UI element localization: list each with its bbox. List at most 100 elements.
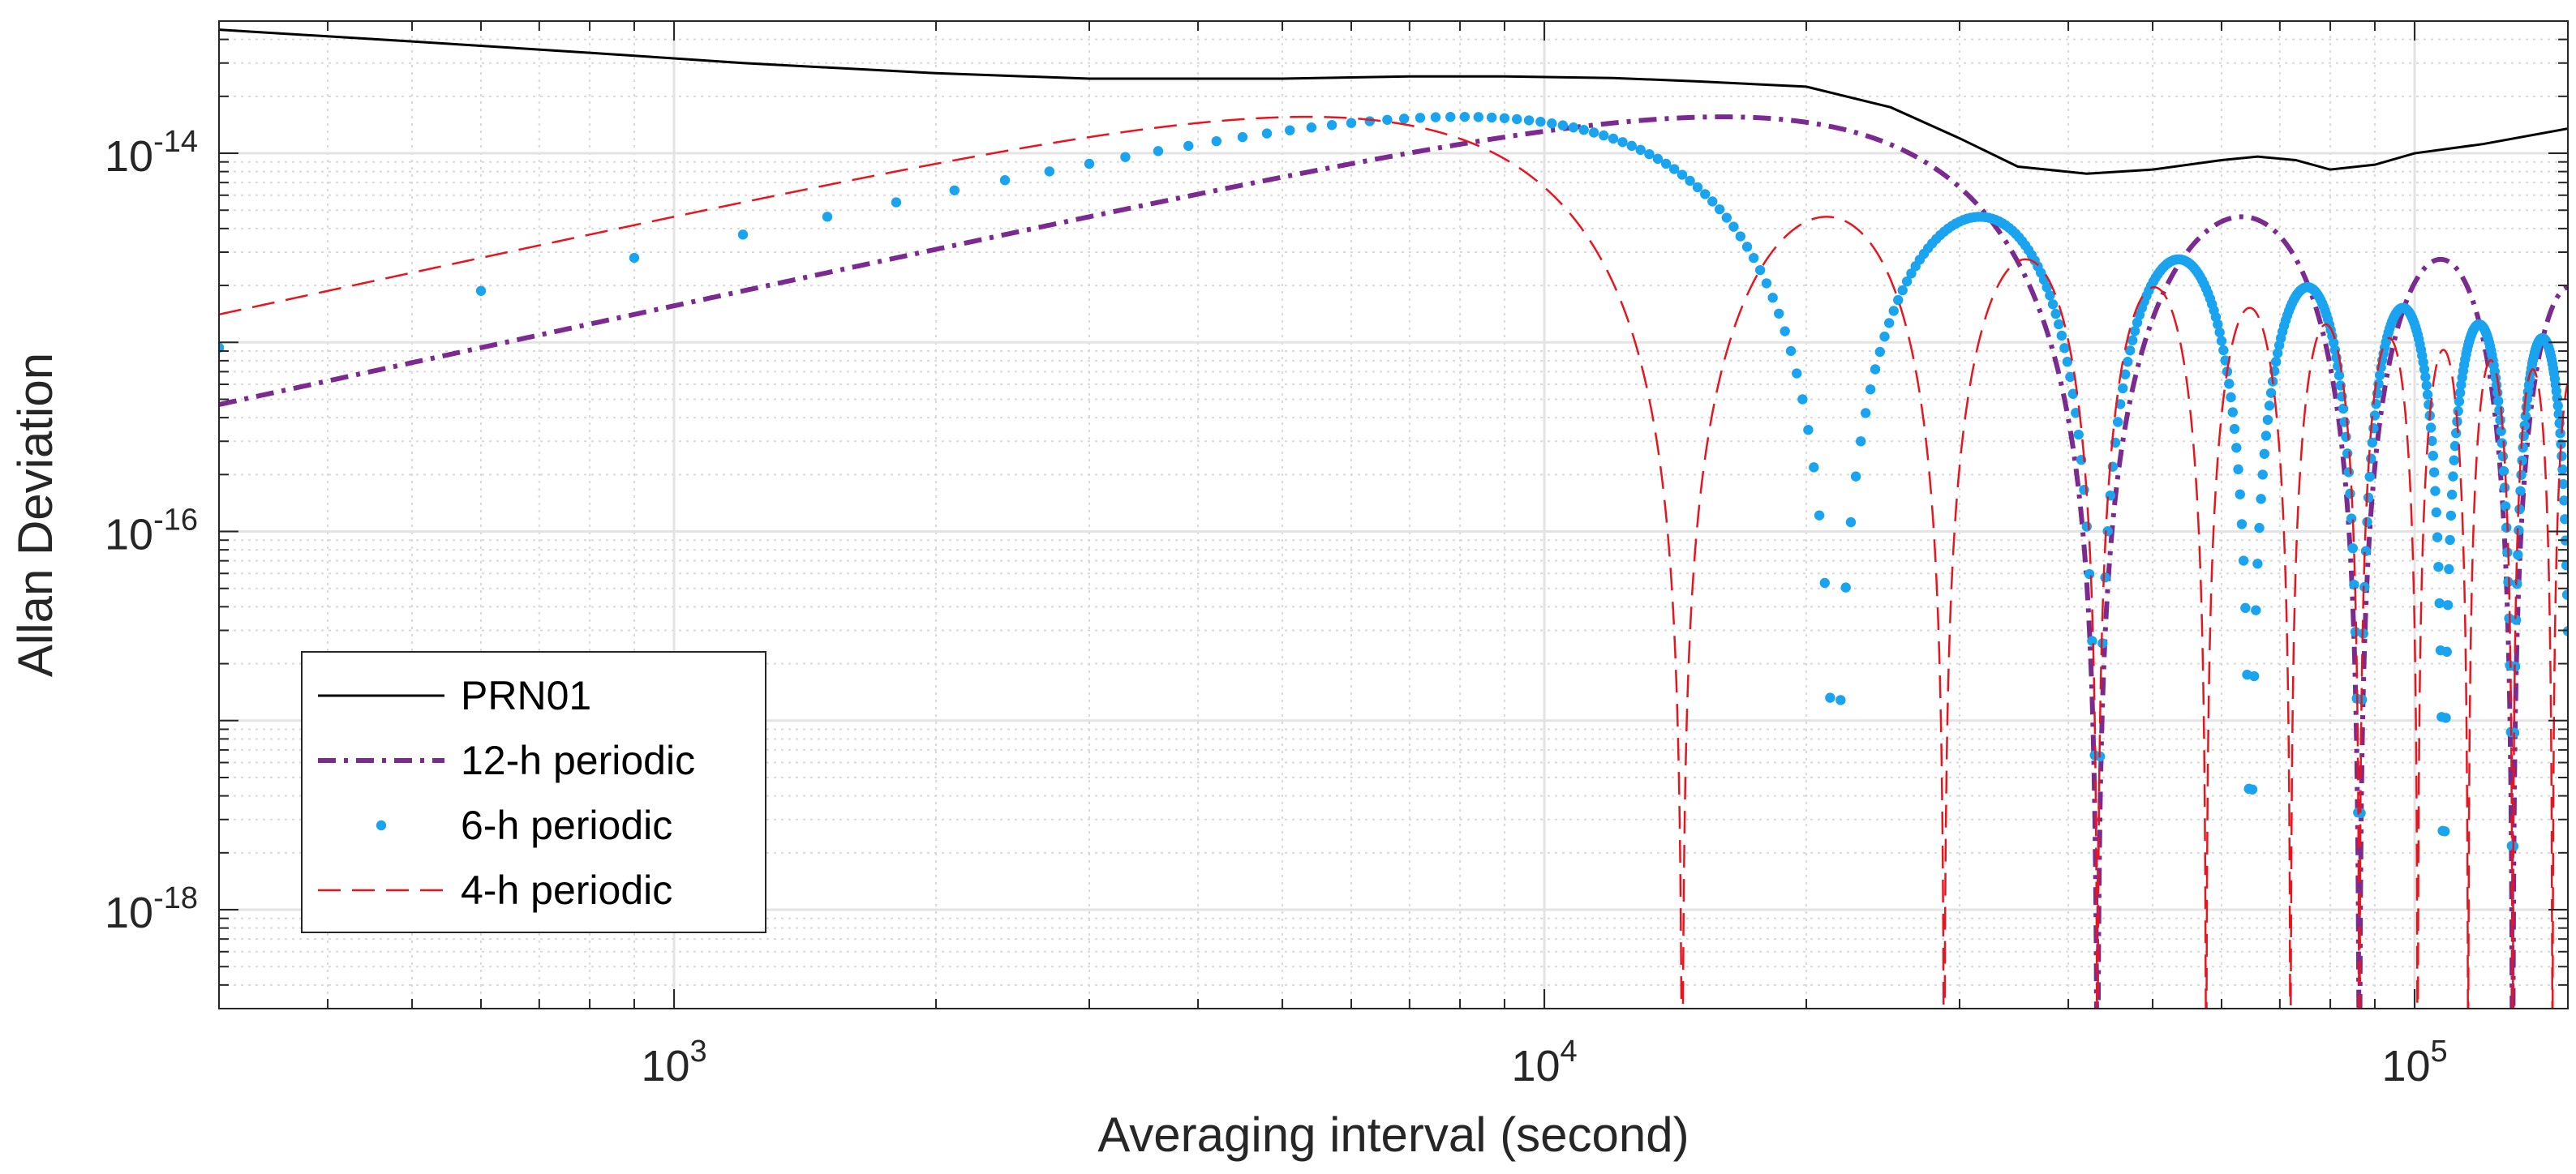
data-point-6h — [2497, 451, 2509, 462]
data-point-6h — [1856, 436, 1866, 447]
data-point-6h — [2364, 471, 2375, 482]
data-point-6h — [2102, 525, 2113, 537]
data-point-6h — [891, 197, 902, 208]
series-line-4h — [219, 115, 2568, 1009]
data-point-6h — [2561, 560, 2568, 571]
data-point-6h — [2345, 488, 2355, 499]
data-point-6h — [2494, 405, 2505, 416]
data-point-6h — [2421, 380, 2432, 391]
data-point-6h — [1644, 148, 1655, 160]
data-point-6h — [2419, 364, 2430, 375]
data-point-6h — [2120, 369, 2131, 379]
data-point-6h — [2333, 370, 2345, 381]
data-point-6h — [1780, 326, 1790, 336]
data-point-6h — [1499, 113, 1510, 123]
x-tick-exponent: 3 — [690, 1035, 707, 1069]
data-point-6h — [2236, 519, 2248, 529]
legend: PRN01 12-h periodic 6-h periodic 4-h period… — [301, 651, 766, 933]
series-dots-6h — [219, 111, 2568, 851]
legend-item-6-h-periodic: 6-h periodic — [376, 803, 672, 848]
data-point-6h — [2257, 469, 2268, 480]
data-point-6h — [2073, 429, 2084, 440]
data-point-6h — [2451, 428, 2462, 439]
data-point-6h — [2050, 308, 2061, 319]
data-point-6h — [2272, 348, 2283, 358]
legend-label: PRN01 — [461, 673, 591, 718]
data-point-6h — [2445, 534, 2455, 546]
data-point-6h — [2444, 563, 2454, 575]
data-point-6h — [1850, 471, 1861, 482]
data-point-6h — [2432, 532, 2443, 542]
data-point-6h — [1153, 146, 1164, 156]
data-point-6h — [1819, 577, 1830, 589]
data-point-6h — [2127, 335, 2138, 345]
data-point-6h — [1845, 516, 1857, 528]
data-point-6h — [1814, 510, 1825, 521]
data-point-6h — [2226, 392, 2236, 403]
data-point-6h — [2065, 371, 2076, 383]
data-point-6h — [2518, 431, 2529, 442]
data-point-6h — [1306, 122, 1317, 133]
data-point-6h — [2363, 492, 2374, 503]
data-point-6h — [2558, 478, 2568, 490]
data-point-6h — [1901, 276, 1913, 287]
data-point-6h — [2422, 389, 2433, 400]
data-point-6h — [2493, 396, 2504, 406]
data-point-6h — [2235, 489, 2245, 499]
data-point-6h — [2495, 415, 2505, 426]
data-point-6h — [1861, 408, 1871, 418]
data-point-6h — [1874, 346, 1886, 358]
data-point-6h — [2441, 646, 2452, 658]
data-point-6h — [1692, 182, 1703, 193]
data-point-6h — [2114, 399, 2126, 409]
legend-label: 6-h periodic — [461, 803, 672, 848]
data-point-6h — [1906, 268, 1917, 279]
data-point-6h — [2517, 455, 2527, 466]
data-point-6h — [2497, 438, 2507, 448]
data-point-6h — [1865, 384, 1876, 395]
data-point-6h — [2513, 549, 2523, 560]
data-point-6h — [1721, 212, 1732, 223]
data-point-6h — [2056, 330, 2067, 341]
data-point-6h — [2555, 428, 2565, 439]
data-point-6h — [2262, 414, 2273, 426]
data-point-6h — [2445, 510, 2457, 521]
data-point-6h — [1668, 164, 1680, 174]
data-point-6h — [1728, 221, 1739, 232]
data-point-6h — [2087, 636, 2097, 646]
data-point-6h — [2552, 401, 2563, 411]
data-point-6h — [1761, 278, 1772, 289]
data-point-6h — [1888, 306, 1899, 316]
data-point-6h — [2431, 507, 2441, 518]
data-point-6h — [1635, 144, 1646, 156]
data-point-6h — [2514, 525, 2524, 536]
data-point-6h — [2264, 401, 2275, 411]
legend-label: 4-h periodic — [461, 868, 672, 913]
data-point-6h — [2260, 431, 2272, 441]
data-point-6h — [2453, 405, 2463, 417]
data-point-6h — [1754, 264, 1766, 276]
y-tick-exponent: -18 — [153, 881, 198, 915]
data-point-6h — [1382, 114, 1393, 125]
data-point-6h — [2270, 356, 2282, 367]
data-point-6h — [949, 185, 960, 195]
data-point-6h — [2247, 784, 2258, 795]
data-point-6h — [1785, 345, 1797, 357]
data-point-6h — [2434, 598, 2445, 609]
legend-item-prn01: PRN01 — [318, 673, 591, 718]
data-point-6h — [2425, 422, 2436, 433]
data-point-6h — [629, 252, 640, 264]
data-point-6h — [1617, 137, 1628, 148]
data-point-6h — [2520, 410, 2531, 422]
data-point-6h — [1626, 140, 1637, 152]
data-point-6h — [2428, 450, 2438, 461]
data-point-6h — [1660, 158, 1672, 169]
data-point-6h — [2559, 495, 2568, 506]
data-point-6h — [2498, 465, 2509, 477]
data-point-6h — [2446, 489, 2458, 500]
data-point-6h — [1120, 152, 1131, 162]
data-point-6h — [1261, 128, 1273, 139]
data-point-6h — [2213, 319, 2223, 330]
data-point-6h — [1700, 189, 1711, 199]
